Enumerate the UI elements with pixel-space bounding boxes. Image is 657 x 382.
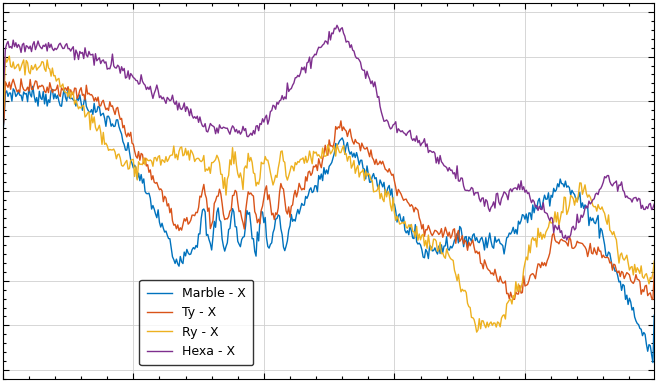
Ry - X xyxy=(650,259,657,264)
Marble - X xyxy=(309,189,317,194)
Marble - X xyxy=(534,199,542,204)
Ry - X xyxy=(637,264,645,268)
Hexa - X xyxy=(0,100,7,104)
Hexa - X xyxy=(353,56,361,61)
Hexa - X xyxy=(308,55,316,60)
Marble - X xyxy=(353,150,361,155)
Ry - X xyxy=(309,149,317,154)
Ty - X xyxy=(649,297,657,302)
Line: Marble - X: Marble - X xyxy=(3,86,654,363)
Ty - X xyxy=(388,173,396,178)
Line: Hexa - X: Hexa - X xyxy=(3,25,654,240)
Hexa - X xyxy=(563,238,571,242)
Ty - X xyxy=(636,279,644,284)
Ty - X xyxy=(353,140,361,145)
Ry - X xyxy=(5,54,13,58)
Hexa - X xyxy=(534,208,542,213)
Hexa - X xyxy=(312,53,320,57)
Ry - X xyxy=(388,209,396,213)
Hexa - X xyxy=(388,126,396,130)
Ry - X xyxy=(473,330,481,334)
Marble - X xyxy=(649,360,657,365)
Ry - X xyxy=(0,120,7,125)
Line: Ty - X: Ty - X xyxy=(3,79,654,299)
Ty - X xyxy=(0,129,7,134)
Ty - X xyxy=(534,262,542,266)
Marble - X xyxy=(29,84,37,89)
Ty - X xyxy=(650,271,657,276)
Marble - X xyxy=(388,187,396,191)
Marble - X xyxy=(313,189,321,194)
Hexa - X xyxy=(637,206,645,211)
Ty - X xyxy=(17,77,25,81)
Ty - X xyxy=(313,168,321,173)
Ry - X xyxy=(353,166,361,171)
Marble - X xyxy=(636,326,644,331)
Ty - X xyxy=(309,164,317,168)
Marble - X xyxy=(0,132,7,136)
Marble - X xyxy=(650,313,657,317)
Line: Ry - X: Ry - X xyxy=(3,56,654,332)
Hexa - X xyxy=(333,23,341,28)
Legend: Marble - X, Ty - X, Ry - X, Hexa - X: Marble - X, Ty - X, Ry - X, Hexa - X xyxy=(139,280,253,366)
Hexa - X xyxy=(650,202,657,206)
Ry - X xyxy=(313,154,321,158)
Ry - X xyxy=(535,235,543,240)
